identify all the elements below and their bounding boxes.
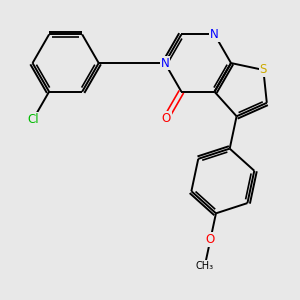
Text: S: S: [260, 63, 267, 76]
Text: CH₃: CH₃: [196, 261, 214, 271]
Text: Cl: Cl: [27, 113, 39, 126]
Text: N: N: [210, 28, 219, 41]
Text: N: N: [160, 57, 169, 70]
Text: O: O: [206, 233, 215, 246]
Text: O: O: [161, 112, 171, 124]
